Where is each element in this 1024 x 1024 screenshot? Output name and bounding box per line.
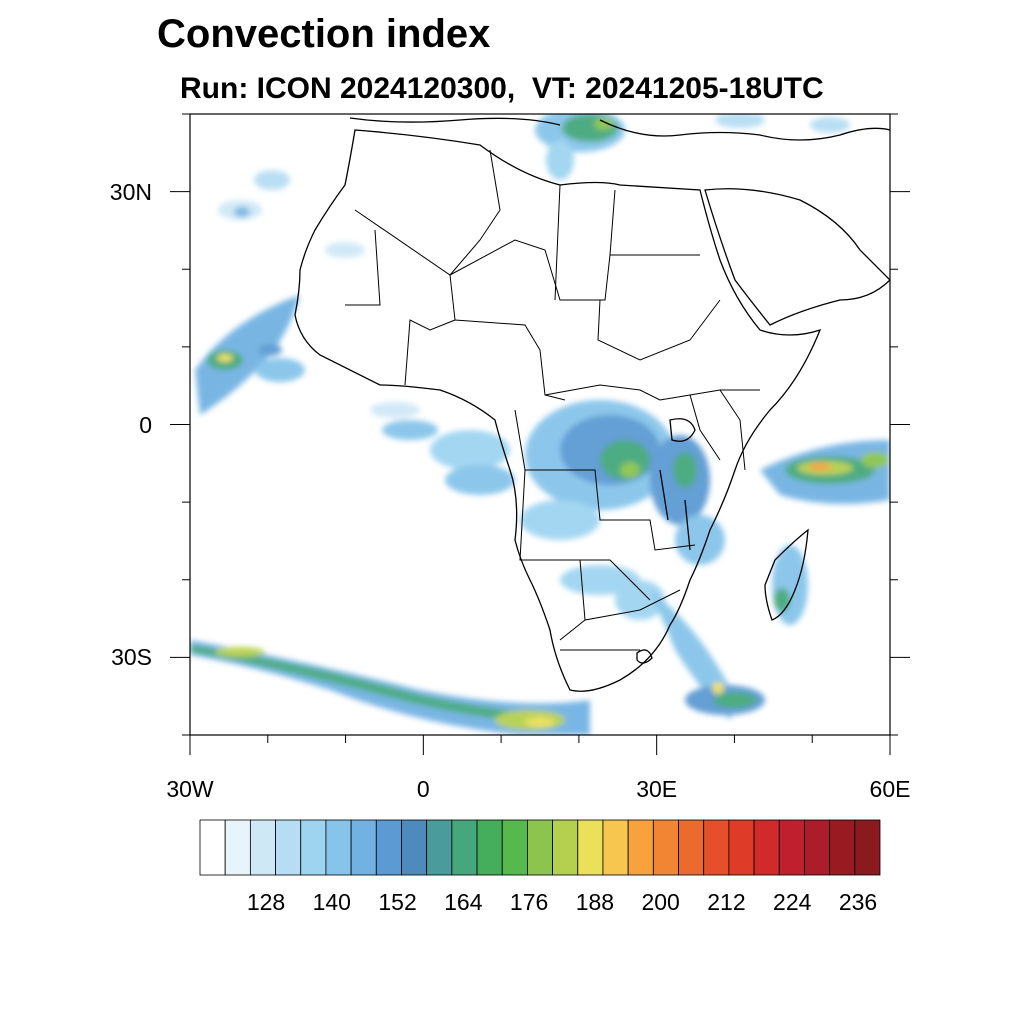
colorbar-cell [804,819,831,876]
colorbar-tick-label: 200 [641,889,680,915]
colorbar-tick-label: 128 [246,889,286,915]
colorbar-cell [577,819,604,876]
colorbar-cell [552,819,579,876]
axis-ticks [170,113,910,755]
colorbar-cell [829,819,856,876]
colorbar-cell [199,819,226,876]
lon-tick-label: 0 [416,776,430,802]
lat-tick-label: 0 [139,411,152,438]
colorbar-tick-label: 224 [773,889,812,915]
colorbar-tick-label: 236 [838,889,878,915]
colorbar-cell [501,819,528,876]
colorbar-cell [401,819,428,876]
colorbar-tick-label: 212 [707,889,746,915]
colorbar-cell [728,819,755,876]
lat-tick-label: 30S [111,644,152,671]
lat-tick-label: 30N [109,178,152,205]
colorbar-cell [753,819,780,876]
colorbar-cell [854,819,881,876]
colorbar-cell [527,819,553,876]
colorbar-cell [627,819,654,876]
colorbar-cell [224,819,251,876]
colorbar-tick-label: 152 [378,889,417,915]
lon-tick-label: 30W [166,776,214,802]
colorbar-tick-label: 188 [575,889,615,915]
convection-shading [190,114,890,735]
chart-title: Convection index [157,12,491,56]
colorbar-tick-label: 164 [444,889,483,915]
colorbar-cell [451,819,478,876]
colorbar-cell [652,819,679,876]
colorbar-cell [375,819,402,876]
colorbar-cell [426,819,453,876]
colorbar-tick-label: 176 [509,889,549,915]
colorbar-cell [249,819,276,876]
colorbar-cell [275,819,302,876]
colorbar-cell [476,819,503,876]
lon-tick-label: 60E [869,776,911,802]
colorbar-cell [778,819,805,876]
lon-tick-label: 30E [636,776,678,802]
colorbar-cell [703,819,730,876]
colorbar-cell [350,819,377,876]
colorbar-cell [325,819,352,876]
colorbar-cell [678,819,705,876]
country-borders [345,149,760,651]
colorbar-tick-label: 140 [312,889,351,915]
colorbar-cell [602,819,629,876]
chart-subtitle: Run: ICON 2024120300, VT: 20241205-18UTC [180,72,824,105]
coastlines [294,117,890,692]
colorbar-cell [300,819,327,876]
